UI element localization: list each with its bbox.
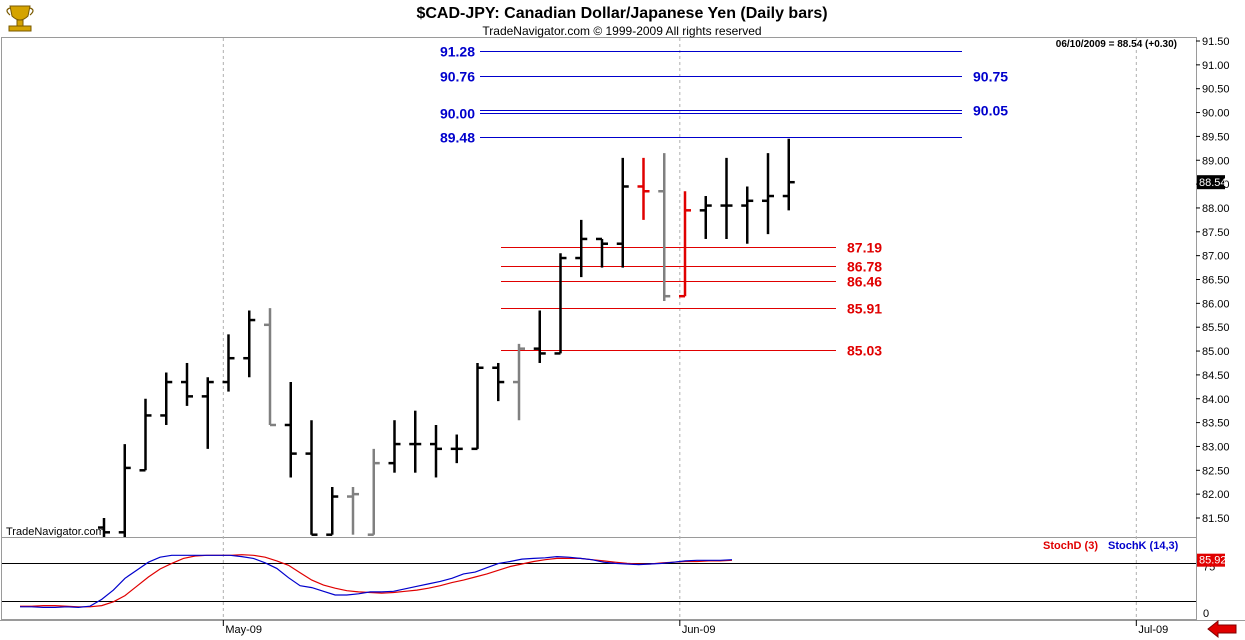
support-label: 87.19 <box>847 240 882 256</box>
ohlc-bar <box>181 362 193 406</box>
ohlc-bar <box>326 486 339 536</box>
price-tick-label: 89.50 <box>1202 131 1230 143</box>
ohlc-bar <box>513 343 525 421</box>
ohlc-bar <box>596 237 608 268</box>
price-tick-label: 90.50 <box>1202 84 1230 96</box>
ohlc-bar <box>699 196 712 239</box>
trophy-cup-icon <box>6 5 34 32</box>
stoch-panel-frame <box>1 537 1197 620</box>
ohlc-bar <box>367 448 380 536</box>
ohlc-bar <box>658 153 671 301</box>
ohlc-bar <box>139 398 152 472</box>
date-axis: May-09 Jun-09 Jul-09 <box>222 620 1168 636</box>
price-bars <box>98 138 795 537</box>
resistance-label-right: 90.05 <box>973 103 1008 119</box>
resistance-label-right: 90.75 <box>973 69 1008 85</box>
price-tick-label: 84.00 <box>1202 394 1230 406</box>
support-label: 86.46 <box>847 274 882 290</box>
price-tick-label: 86.50 <box>1202 275 1230 287</box>
stoch-last-box <box>1197 553 1225 567</box>
price-tick-label: 83.00 <box>1202 441 1230 453</box>
resistance-label-left: 89.48 <box>440 130 475 146</box>
ohlc-bar <box>554 253 567 355</box>
ohlc-bar <box>741 186 754 244</box>
date-tick-label: Jun-09 <box>682 624 716 636</box>
price-tick-label: 89.00 <box>1202 155 1230 167</box>
stoch-last-label: 85.92 <box>1199 555 1227 567</box>
ohlc-bar <box>222 334 235 392</box>
ohlc-bar <box>679 191 691 298</box>
price-tick-label: 81.50 <box>1202 513 1230 525</box>
copyright-text: TradeNavigator.com © 1999-2009 All right… <box>482 24 761 38</box>
ohlc-bar <box>284 382 297 478</box>
support-label: 86.78 <box>847 259 882 275</box>
price-tick-label: 90.00 <box>1202 108 1230 120</box>
ohlc-bar <box>575 219 588 278</box>
support-label: 85.91 <box>847 301 882 317</box>
vertical-gridlines <box>222 38 1137 620</box>
ohlc-bar <box>347 486 359 535</box>
watermark-text: TradeNavigator.com <box>6 526 105 538</box>
ohlc-bar <box>98 518 110 537</box>
ohlc-bar <box>450 434 463 464</box>
date-tick-label: Jul-09 <box>1138 624 1168 636</box>
price-axis: 91.5091.0090.5090.0089.5089.0088.5088.00… <box>1196 36 1230 525</box>
status-readout: 06/10/2009 = 88.54 (+0.30) <box>1056 39 1177 50</box>
price-tick-label: 91.00 <box>1202 60 1230 72</box>
ohlc-bar <box>264 308 276 427</box>
stoch-k-line <box>20 554 733 609</box>
price-tick-label: 87.00 <box>1202 251 1230 263</box>
price-tick-label: 84.50 <box>1202 370 1230 382</box>
price-tick-label: 85.50 <box>1202 322 1230 334</box>
stoch-tick-label: 0 <box>1203 608 1209 620</box>
ohlc-bar <box>305 420 318 536</box>
chart-title: $CAD-JPY: Canadian Dollar/Japanese Yen (… <box>416 5 827 22</box>
price-tick-label: 87.50 <box>1202 227 1230 239</box>
price-tick-label: 85.00 <box>1202 346 1230 358</box>
ohlc-bar <box>471 362 484 451</box>
last-price-box <box>1197 175 1225 190</box>
resistance-label-left: 90.76 <box>440 69 475 85</box>
price-tick-label: 91.50 <box>1202 36 1230 48</box>
price-tick-label: 86.00 <box>1202 298 1230 310</box>
scroll-left-arrow-icon[interactable] <box>1207 619 1237 639</box>
ohlc-bar <box>118 444 131 537</box>
ohlc-bar <box>409 410 422 473</box>
resistance-label-left: 90.00 <box>440 106 475 122</box>
date-tick-label: May-09 <box>225 624 262 636</box>
price-tick-label: 83.50 <box>1202 418 1230 430</box>
ohlc-bar <box>201 377 214 449</box>
ohlc-bar <box>637 157 650 220</box>
resistance-label-left: 91.28 <box>440 44 475 60</box>
stoch-k-legend: StochK (14,3) <box>1108 540 1179 552</box>
ohlc-bar <box>492 362 505 402</box>
support-label: 85.03 <box>847 343 882 359</box>
ohlc-bar <box>533 310 546 363</box>
price-tick-label: 82.00 <box>1202 489 1230 501</box>
ohlc-bar <box>616 157 629 268</box>
level-lines: 91.28 90.76 90.75 90.05 90.00 89.48 87.19 86.78… <box>440 44 1008 359</box>
price-tick-label: 88.00 <box>1202 203 1230 215</box>
ohlc-bar <box>160 372 173 425</box>
ohlc-bar <box>762 153 774 235</box>
ohlc-bar <box>782 138 795 211</box>
ohlc-bar <box>388 420 401 473</box>
stoch-d-legend: StochD (3) <box>1043 540 1098 552</box>
stoch-d-line <box>20 554 733 608</box>
ohlc-bar <box>720 157 733 239</box>
last-price-label: 88.54 <box>1199 177 1227 189</box>
ohlc-bar <box>430 424 442 478</box>
ohlc-bar <box>243 310 256 378</box>
price-tick-label: 82.50 <box>1202 465 1230 477</box>
